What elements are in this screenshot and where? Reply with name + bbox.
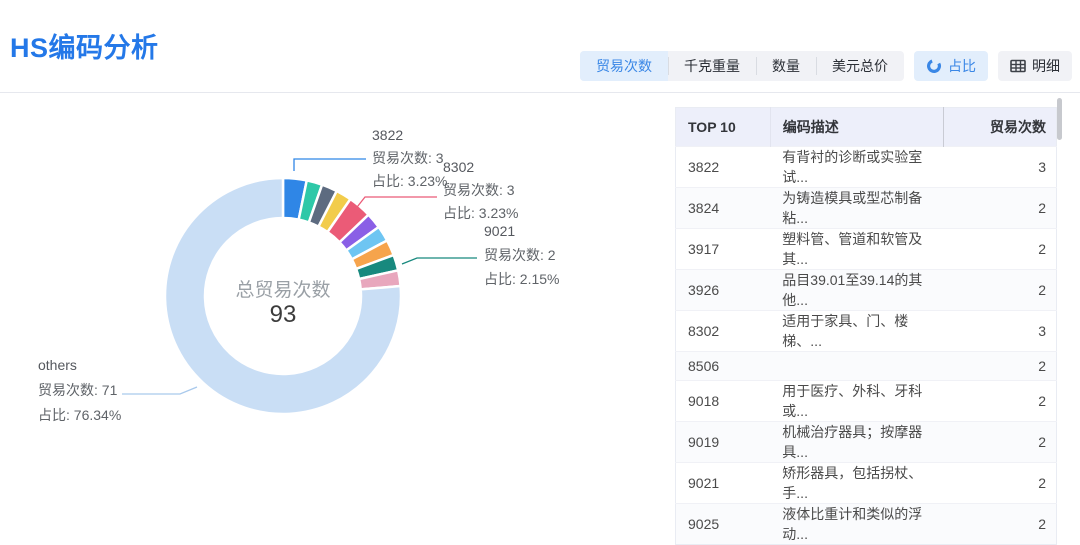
- table-row[interactable]: 3926 品目39.01至39.14的其他... 2: [675, 269, 1057, 311]
- leader-line-others: [122, 386, 198, 395]
- detail-view-label: 明细: [1032, 58, 1060, 74]
- cell-count: 2: [943, 503, 1057, 545]
- table-row[interactable]: 9021 矫形器具，包括拐杖、手... 2: [675, 462, 1057, 504]
- metric-tab-trade-count[interactable]: 贸易次数: [580, 51, 668, 81]
- cell-count: 2: [943, 380, 1057, 422]
- callout-percent: 占比: 3.23%: [443, 205, 519, 221]
- callout-count: 贸易次数: 71: [38, 382, 118, 398]
- cell-description: 机械治疗器具；按摩器具...: [770, 421, 944, 463]
- cell-code: 9025: [675, 503, 771, 545]
- table-row[interactable]: 8506 2: [675, 351, 1057, 381]
- cell-code: 9021: [675, 462, 771, 504]
- cell-description: [770, 351, 944, 381]
- ratio-view-button[interactable]: 占比: [914, 51, 988, 81]
- pie-center-label: 总贸易次数: [235, 280, 331, 301]
- cell-code: 3926: [675, 269, 771, 311]
- leader-line-8302: [349, 196, 437, 217]
- callout-9021: 9021 贸易次数: 2 占比: 2.15%: [484, 219, 559, 291]
- table-row[interactable]: 9018 用于医疗、外科、牙科或... 2: [675, 380, 1057, 422]
- metric-tab-kg-weight[interactable]: 千克重量: [668, 51, 756, 81]
- table-row[interactable]: 3917 塑料管、管道和软管及其... 2: [675, 228, 1057, 270]
- column-header-top10[interactable]: TOP 10: [675, 107, 771, 147]
- table-header-row: TOP 10 编码描述 贸易次数: [675, 107, 1057, 147]
- cell-count: 3: [943, 310, 1057, 352]
- cell-code: 3822: [675, 146, 771, 188]
- table-row[interactable]: 8302 适用于家具、门、楼梯、... 3: [675, 310, 1057, 352]
- hs-code-pie-chart: 总贸易次数 93 3822 贸易次数: 3 占比: 3.23% 8302 贸易次…: [0, 93, 665, 463]
- table-row[interactable]: 9019 机械治疗器具；按摩器具... 2: [675, 421, 1057, 463]
- cell-code: 8302: [675, 310, 771, 352]
- leader-line-9021: [401, 257, 477, 265]
- cell-code: 3824: [675, 187, 771, 229]
- callout-code: 8302: [443, 159, 475, 175]
- cell-code: 8506: [675, 351, 771, 381]
- cell-code: 9018: [675, 380, 771, 422]
- callout-code: 3822: [372, 127, 404, 143]
- metric-tab-group: 贸易次数 千克重量 数量 美元总价: [580, 51, 904, 81]
- donut-chart-icon: [926, 58, 942, 74]
- callout-3822: 3822 贸易次数: 3 占比: 3.23%: [372, 124, 447, 193]
- table-body: 3822 有背衬的诊断或实验室试... 3 3824 为铸造模具或型芯制备粘... 2 39…: [675, 146, 1057, 545]
- callout-percent: 占比: 76.34%: [38, 407, 122, 423]
- callout-code: others: [38, 357, 77, 373]
- cell-count: 3: [943, 146, 1057, 188]
- cell-code: 3917: [675, 228, 771, 270]
- callout-count: 贸易次数: 3: [372, 150, 444, 166]
- header-divider: [0, 92, 1080, 93]
- callout-count: 贸易次数: 3: [443, 182, 515, 198]
- column-header-trade-count[interactable]: 贸易次数: [943, 107, 1057, 147]
- cell-description: 为铸造模具或型芯制备粘...: [770, 187, 944, 229]
- cell-description: 有背衬的诊断或实验室试...: [770, 146, 944, 188]
- callout-count: 贸易次数: 2: [484, 247, 556, 263]
- callout-8302: 8302 贸易次数: 3 占比: 3.23%: [443, 156, 518, 225]
- callout-percent: 占比: 3.23%: [372, 173, 448, 189]
- column-header-description[interactable]: 编码描述: [769, 107, 944, 147]
- table-scrollbar-thumb[interactable]: [1057, 98, 1062, 140]
- top-bar: HS编码分析 贸易次数 千克重量 数量 美元总价 占比 明细: [0, 0, 1080, 92]
- table-scrollbar[interactable]: [1057, 95, 1063, 440]
- cell-description: 矫形器具，包括拐杖、手...: [770, 462, 944, 504]
- cell-count: 2: [943, 351, 1057, 381]
- callout-code: 9021: [484, 223, 516, 239]
- cell-count: 2: [943, 421, 1057, 463]
- metric-tab-quantity[interactable]: 数量: [756, 51, 816, 81]
- leader-line-3822: [293, 158, 366, 171]
- cell-description: 塑料管、管道和软管及其...: [770, 228, 944, 270]
- cell-count: 2: [943, 462, 1057, 504]
- table-row[interactable]: 3822 有背衬的诊断或实验室试... 3: [675, 146, 1057, 188]
- cell-description: 品目39.01至39.14的其他...: [770, 269, 944, 311]
- cell-description: 适用于家具、门、楼梯、...: [770, 310, 944, 352]
- cell-description: 用于医疗、外科、牙科或...: [770, 380, 944, 422]
- ratio-view-label: 占比: [948, 58, 976, 74]
- pie-slice-others[interactable]: [163, 176, 403, 416]
- cell-count: 2: [943, 228, 1057, 270]
- cell-count: 2: [943, 269, 1057, 311]
- cell-code: 9019: [675, 421, 771, 463]
- cell-count: 2: [943, 187, 1057, 229]
- page-title: HS编码分析: [10, 33, 159, 63]
- pie-center-value: 93: [269, 301, 297, 328]
- callout-percent: 占比: 2.15%: [484, 271, 560, 287]
- callout-others: others 贸易次数: 71 占比: 76.34%: [38, 353, 121, 428]
- detail-view-button[interactable]: 明细: [998, 51, 1072, 81]
- metric-tab-usd-total[interactable]: 美元总价: [816, 51, 904, 81]
- cell-description: 液体比重计和类似的浮动...: [770, 503, 944, 545]
- top10-table: TOP 10 编码描述 贸易次数 3822 有背衬的诊断或实验室试... 3 3824…: [675, 107, 1057, 545]
- table-row[interactable]: 3824 为铸造模具或型芯制备粘... 2: [675, 187, 1057, 229]
- table-grid-icon: [1010, 59, 1026, 73]
- pie-slices: [163, 176, 403, 416]
- table-row[interactable]: 9025 液体比重计和类似的浮动... 2: [675, 503, 1057, 545]
- toolbar: 贸易次数 千克重量 数量 美元总价 占比 明细: [580, 51, 1072, 81]
